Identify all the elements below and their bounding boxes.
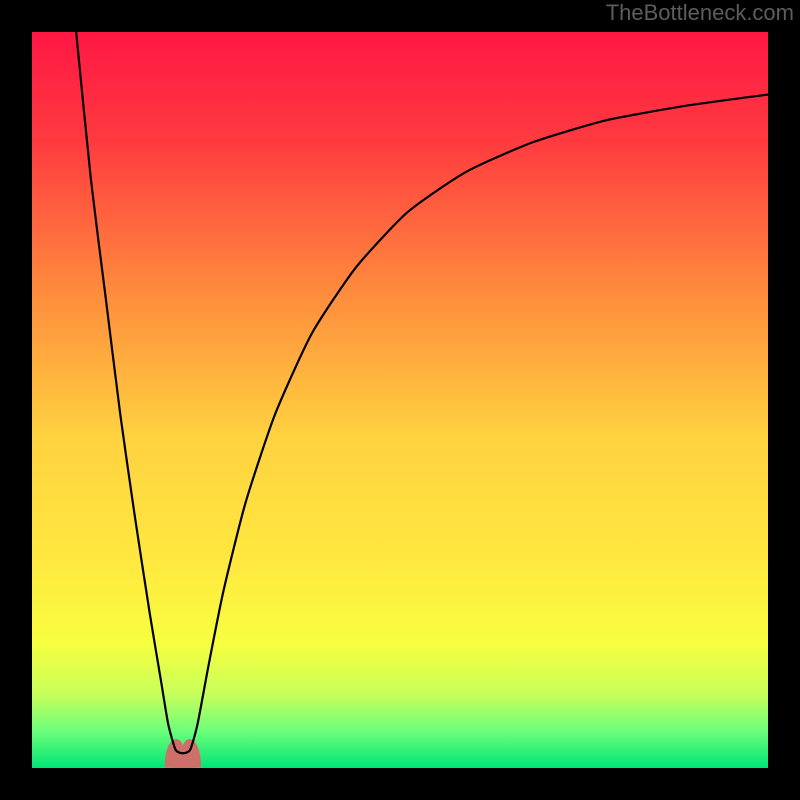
plot-area — [32, 32, 768, 768]
chart-container: TheBottleneck.com — [0, 0, 800, 800]
watermark-text: TheBottleneck.com — [606, 0, 794, 26]
bottleneck-curve — [76, 32, 768, 753]
curve-layer — [32, 32, 768, 768]
